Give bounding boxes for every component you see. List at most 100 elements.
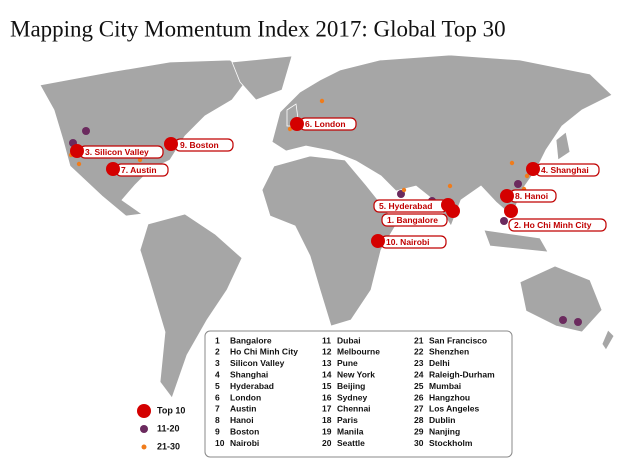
callout-label: 1. Bangalore xyxy=(387,215,438,225)
city-name: Manila xyxy=(337,426,364,436)
dot-21-30 xyxy=(509,160,515,166)
dot-21-30 xyxy=(401,187,407,193)
callouts: 6. London 9. Boston 3. Silicon Valley 7. Au… xyxy=(70,117,607,249)
city-name: Pune xyxy=(337,358,358,368)
australia xyxy=(519,265,603,333)
city-name: Nairobi xyxy=(230,438,259,448)
rank-number: 28 xyxy=(414,415,424,425)
dot-21-30 xyxy=(524,173,530,179)
city-name: Ho Chi Minh City xyxy=(230,347,298,357)
rank-number: 8 xyxy=(215,415,220,425)
callout-label: 5. Hyderabad xyxy=(379,201,432,211)
dot-top-10 xyxy=(106,162,120,176)
rank-number: 19 xyxy=(322,426,332,436)
callout-box xyxy=(508,218,607,232)
city-name: San Francisco xyxy=(429,335,487,345)
city-name: Shanghai xyxy=(230,369,268,379)
city-name: Austin xyxy=(230,404,256,414)
rank-number: 10 xyxy=(215,438,225,448)
dot-11-20 xyxy=(574,318,582,326)
dot-top-10 xyxy=(526,162,540,176)
city-name: Chennai xyxy=(337,404,371,414)
city-name: New York xyxy=(337,369,375,379)
rank-number: 30 xyxy=(414,438,424,448)
dot-top-10 xyxy=(500,189,514,203)
dot-top-10 xyxy=(446,204,460,218)
new-zealand xyxy=(601,329,615,351)
rank-number: 29 xyxy=(414,426,424,436)
city-name: Mumbai xyxy=(429,381,461,391)
legend-marker xyxy=(141,444,147,450)
city-name: Nanjing xyxy=(429,426,460,436)
rank-number: 24 xyxy=(414,369,424,379)
city-name: Delhi xyxy=(429,358,450,368)
dot-11-20 xyxy=(82,127,90,135)
ranking-box xyxy=(204,330,513,458)
rank-number: 2 xyxy=(215,347,220,357)
rank-number: 18 xyxy=(322,415,332,425)
japan xyxy=(555,131,571,161)
rank-number: 13 xyxy=(322,358,332,368)
rank-number: 25 xyxy=(414,381,424,391)
rank-number: 7 xyxy=(215,404,220,414)
city-name: Dubai xyxy=(337,335,361,345)
city-name: Hangzhou xyxy=(429,392,470,402)
rank-number: 3 xyxy=(215,358,220,368)
city-name: London xyxy=(230,392,261,402)
dot-top-10 xyxy=(504,204,518,218)
city-name: Stockholm xyxy=(429,438,473,448)
callout-label: 2. Ho Chi Minh City xyxy=(514,220,592,230)
rank-number: 22 xyxy=(414,347,424,357)
ranking-list: 1 Bangalore 2 Ho Chi Minh City 3 Silicon Vall… xyxy=(215,335,495,448)
city-name: Paris xyxy=(337,415,358,425)
callout-label: 7. Austin xyxy=(121,165,157,175)
rank-number: 23 xyxy=(414,358,424,368)
city-name: Boston xyxy=(230,426,259,436)
callout-label: 3. Silicon Valley xyxy=(85,147,149,157)
africa xyxy=(261,155,397,327)
dot-11-20 xyxy=(559,316,567,324)
dot-11-20 xyxy=(397,190,405,198)
city-name: Los Angeles xyxy=(429,404,479,414)
callout-label: 6. London xyxy=(305,119,346,129)
city-name: Bangalore xyxy=(230,335,272,345)
indonesia xyxy=(483,229,549,253)
dot-21-30 xyxy=(287,126,293,132)
legend-label: Top 10 xyxy=(157,405,185,415)
city-name: Shenzhen xyxy=(429,347,469,357)
rank-number: 27 xyxy=(414,404,424,414)
legend: Top 10 11-20 21-30 xyxy=(137,404,185,451)
rank-number: 11 xyxy=(322,335,331,345)
city-name: Seattle xyxy=(337,438,365,448)
rank-number: 4 xyxy=(215,369,220,379)
city-name: Hanoi xyxy=(230,415,254,425)
rank-number: 1 xyxy=(215,335,220,345)
rank-number: 5 xyxy=(215,381,220,391)
callout-label: 4. Shanghai xyxy=(541,165,589,175)
legend-label: 21-30 xyxy=(157,441,180,451)
dot-top-10 xyxy=(164,137,178,151)
greenland xyxy=(231,55,293,101)
city-name: Melbourne xyxy=(337,347,380,357)
rank-number: 16 xyxy=(322,392,332,402)
rank-number: 12 xyxy=(322,347,332,357)
rank-number: 17 xyxy=(322,404,332,414)
title: Mapping City Momentum Index 2017: Global… xyxy=(10,16,506,41)
city-name: Dublin xyxy=(429,415,455,425)
callout-box xyxy=(381,213,448,227)
rank-number: 9 xyxy=(215,426,220,436)
city-name: Silicon Valley xyxy=(230,358,285,368)
dot-21-30 xyxy=(76,161,82,167)
callout-label: 10. Nairobi xyxy=(386,237,429,247)
callout-label: 8. Hanoi xyxy=(515,191,548,201)
dot-21-30 xyxy=(319,98,325,104)
dot-top-10 xyxy=(70,144,84,158)
callout-label: 9. Boston xyxy=(180,140,219,150)
rank-number: 26 xyxy=(414,392,424,402)
dot-11-20 xyxy=(500,217,508,225)
dot-11-20 xyxy=(514,180,522,188)
city-name: Sydney xyxy=(337,392,368,402)
rank-number: 15 xyxy=(322,381,332,391)
city-name: Beijing xyxy=(337,381,365,391)
